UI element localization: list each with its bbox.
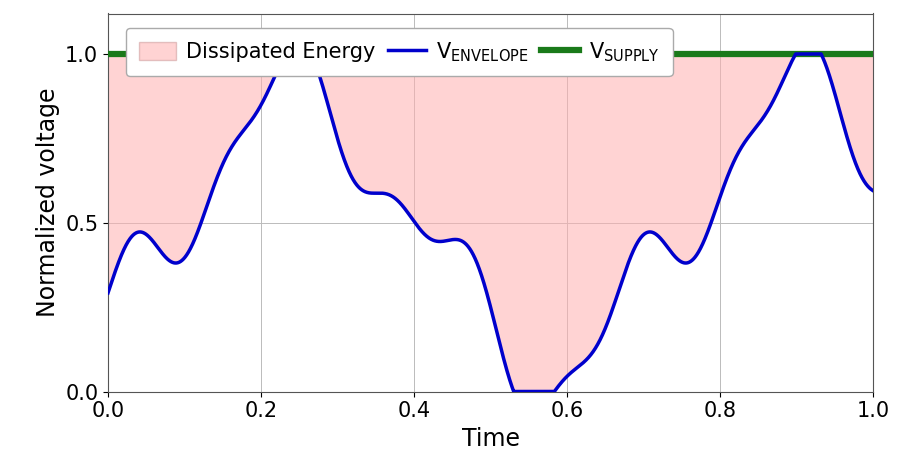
X-axis label: Time: Time bbox=[462, 427, 519, 450]
Legend: Dissipated Energy, V$_{\mathrm{ENVELOPE}}$, V$_{\mathrm{SUPPLY}}$: Dissipated Energy, V$_{\mathrm{ENVELOPE}… bbox=[126, 28, 672, 76]
Y-axis label: Normalized voltage: Normalized voltage bbox=[36, 88, 59, 317]
